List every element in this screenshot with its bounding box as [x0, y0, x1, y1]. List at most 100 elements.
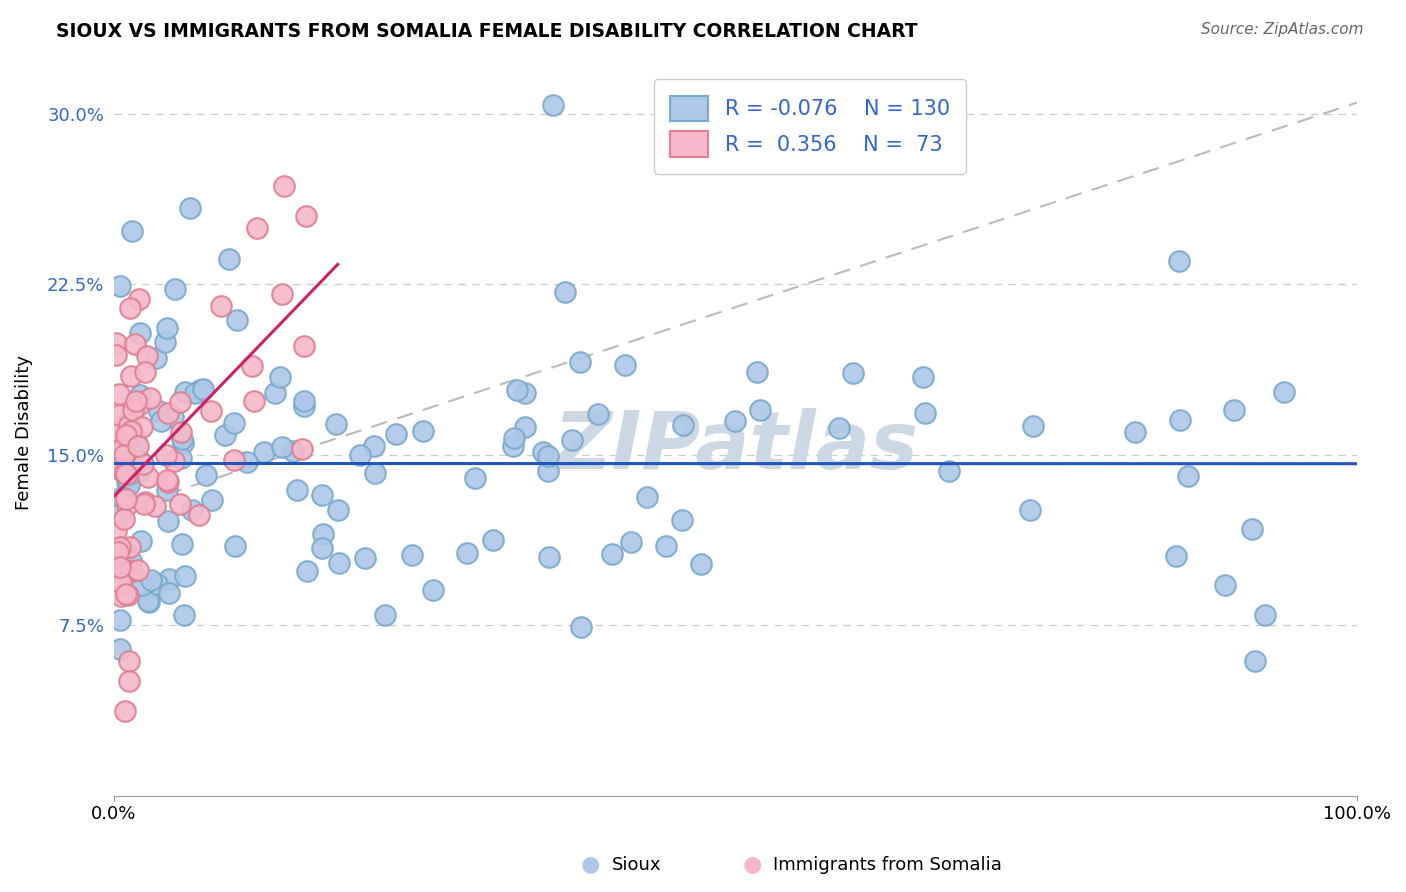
- Point: [672, 418, 695, 433]
- Point: [1166, 549, 1188, 563]
- Point: [156, 474, 179, 488]
- Point: [636, 490, 658, 504]
- Point: [118, 431, 141, 445]
- Point: [513, 386, 536, 401]
- Point: [155, 449, 177, 463]
- Point: [172, 435, 194, 450]
- Point: [110, 576, 132, 591]
- Point: [269, 369, 291, 384]
- Point: [134, 494, 156, 508]
- Point: [108, 642, 131, 657]
- Point: [108, 508, 131, 522]
- Point: [311, 541, 333, 555]
- Point: [114, 546, 136, 560]
- Point: [1244, 654, 1267, 668]
- Point: [1213, 578, 1236, 592]
- Point: [188, 508, 211, 522]
- Point: [1177, 468, 1199, 483]
- Point: [118, 431, 141, 445]
- Point: [143, 499, 166, 513]
- Point: [537, 449, 560, 463]
- Point: [153, 335, 176, 350]
- Point: [115, 421, 138, 435]
- Point: [157, 586, 180, 600]
- Point: [139, 391, 162, 405]
- Point: [110, 443, 132, 458]
- Point: [163, 282, 186, 296]
- Point: [120, 369, 142, 384]
- Point: [117, 588, 139, 602]
- Point: [118, 654, 141, 668]
- Point: [127, 439, 149, 453]
- Point: [226, 313, 249, 327]
- Point: [201, 493, 224, 508]
- Point: [240, 359, 263, 373]
- Point: [114, 704, 136, 718]
- Point: [128, 398, 150, 412]
- Point: [271, 440, 294, 454]
- Point: [156, 321, 179, 335]
- Point: [118, 478, 141, 492]
- Point: [156, 475, 179, 490]
- Point: [569, 620, 592, 634]
- Point: [671, 512, 693, 526]
- Point: [148, 404, 170, 418]
- Point: [1241, 522, 1264, 536]
- Point: [104, 335, 127, 350]
- Point: [136, 593, 159, 607]
- Point: [291, 442, 314, 456]
- Point: [173, 608, 195, 623]
- Point: [118, 417, 141, 432]
- Point: [115, 566, 138, 581]
- Text: Immigrants from Somalia: Immigrants from Somalia: [773, 856, 1002, 874]
- Point: [115, 492, 138, 507]
- Point: [128, 326, 150, 340]
- Point: [385, 426, 408, 441]
- Point: [104, 348, 127, 362]
- Point: [112, 448, 135, 462]
- Point: [112, 437, 135, 451]
- Point: [121, 425, 143, 439]
- Text: Sioux: Sioux: [612, 856, 661, 874]
- Point: [136, 470, 159, 484]
- Point: [311, 487, 333, 501]
- Text: Source: ZipAtlas.com: Source: ZipAtlas.com: [1201, 22, 1364, 37]
- Point: [115, 475, 138, 489]
- Point: [134, 497, 156, 511]
- Point: [568, 355, 591, 369]
- Y-axis label: Female Disability: Female Disability: [15, 355, 32, 509]
- Point: [328, 502, 350, 516]
- Point: [108, 386, 131, 401]
- Point: [170, 432, 193, 446]
- Point: [122, 402, 145, 417]
- Point: [1254, 607, 1277, 622]
- Point: [193, 382, 215, 396]
- Point: [422, 582, 444, 597]
- Point: [169, 497, 191, 511]
- Point: [108, 613, 131, 627]
- Point: [1168, 253, 1191, 268]
- Point: [131, 420, 153, 434]
- Point: [131, 577, 153, 591]
- Point: [179, 201, 201, 215]
- Point: [271, 287, 294, 301]
- Point: [1022, 419, 1045, 434]
- Point: [1272, 385, 1295, 400]
- Point: [146, 577, 169, 591]
- Point: [537, 550, 560, 565]
- Point: [145, 351, 167, 365]
- Point: [554, 285, 576, 299]
- Point: [107, 544, 129, 558]
- Legend: R = -0.076    N = 130, R =  0.356    N =  73: R = -0.076 N = 130, R = 0.356 N = 73: [654, 78, 966, 174]
- Point: [295, 209, 318, 223]
- Point: [273, 179, 295, 194]
- Point: [222, 416, 245, 430]
- Point: [173, 384, 195, 399]
- Point: [281, 444, 304, 458]
- Point: [108, 560, 131, 574]
- Point: [1168, 412, 1191, 426]
- Point: [138, 595, 160, 609]
- Point: [115, 467, 138, 481]
- Point: [120, 301, 142, 315]
- Point: [938, 464, 960, 478]
